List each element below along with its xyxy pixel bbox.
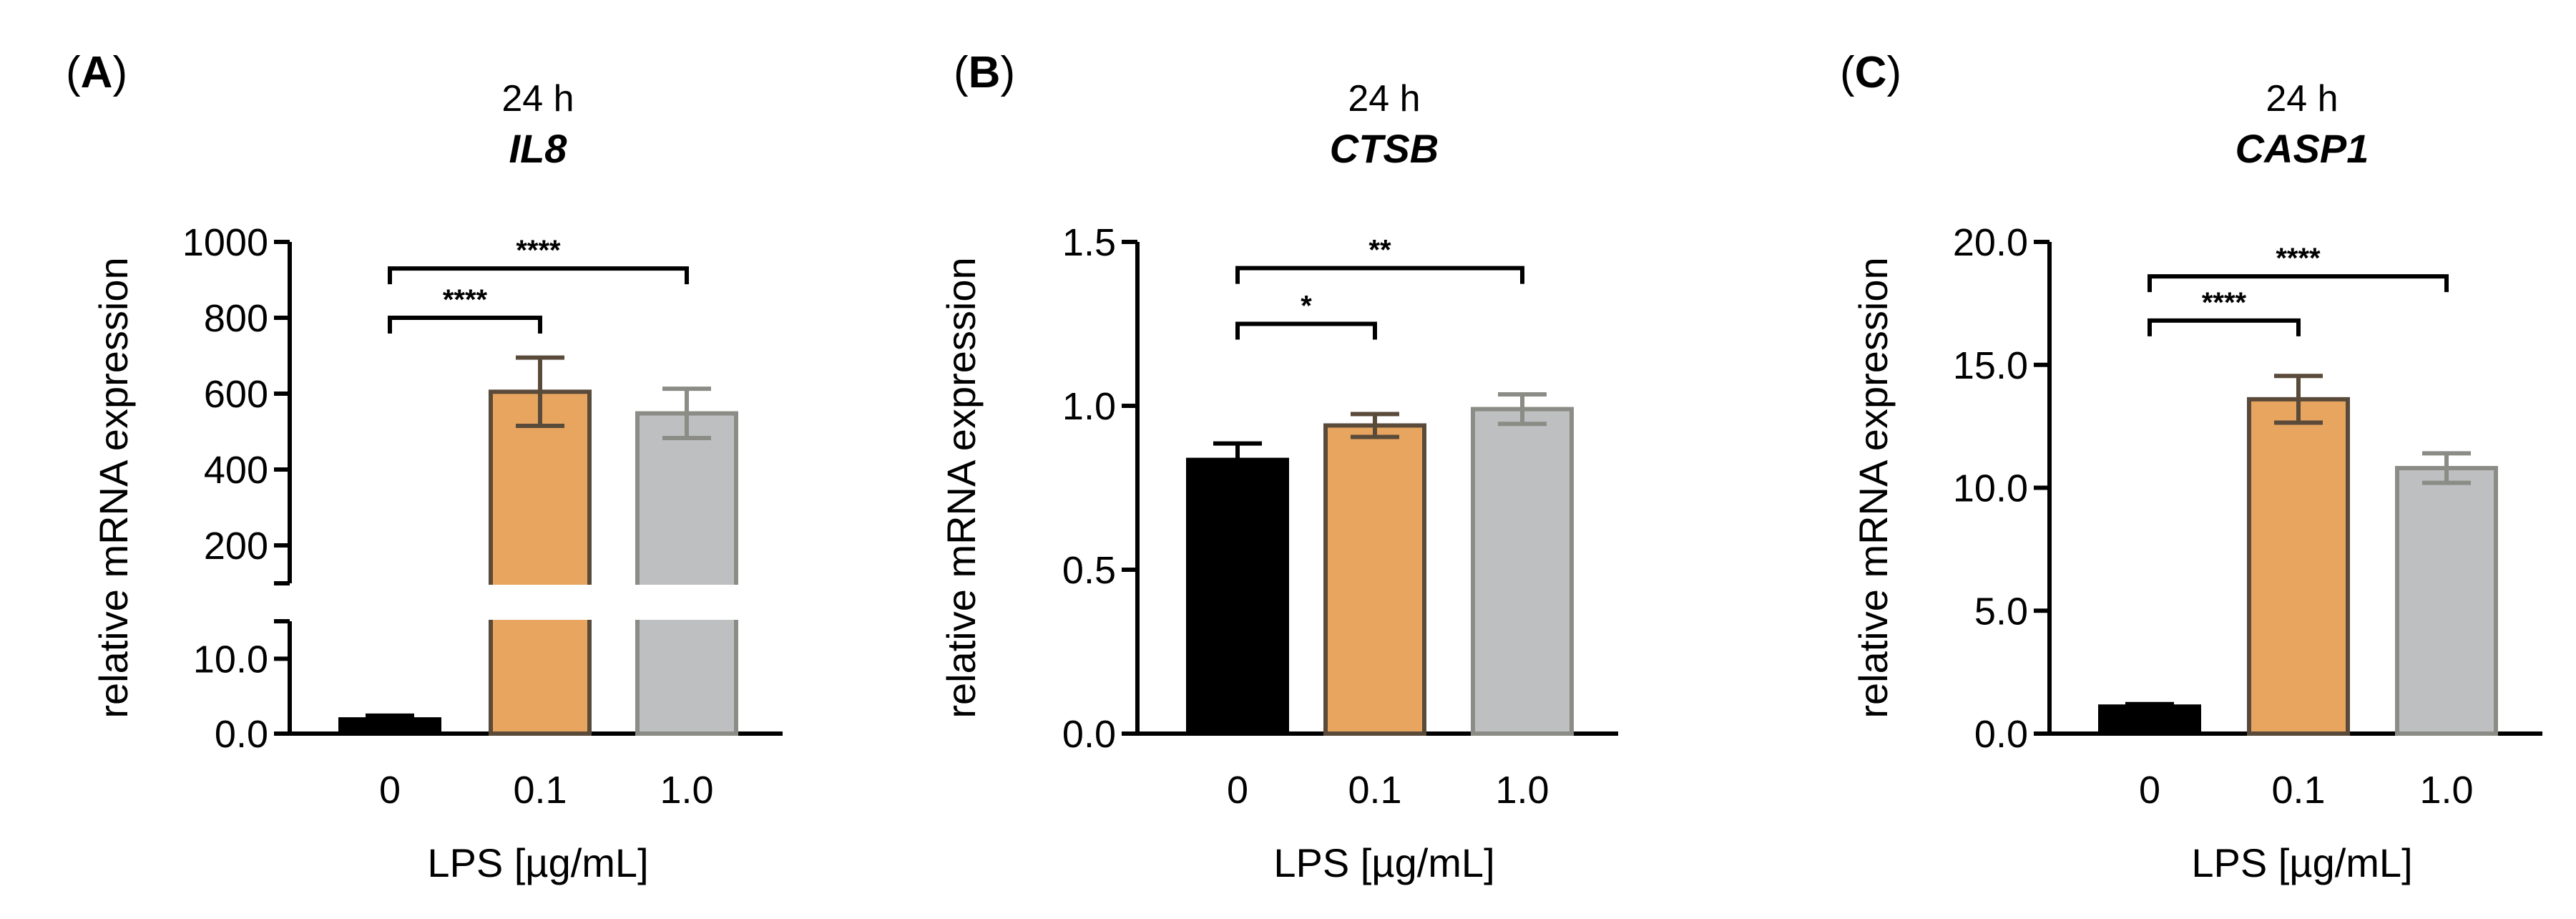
bar — [1186, 457, 1289, 736]
significance-label: * — [1301, 291, 1312, 322]
panel-letter-text: A — [81, 48, 113, 97]
x-tick-label: 1.0 — [2419, 769, 2473, 812]
panel-letter-close-paren: ) — [1000, 48, 1015, 97]
x-tick-label: 1.0 — [660, 769, 713, 812]
y-tick-label: 0.5 — [1062, 549, 1116, 592]
gene-title: CASP1 — [2235, 126, 2369, 171]
y-tick-label: 1.0 — [1062, 385, 1116, 428]
y-tick-label: 1000 — [182, 221, 268, 264]
y-tick-label: 5.0 — [1974, 590, 2028, 633]
gene-title: CTSB — [1330, 126, 1439, 171]
y-tick-label: 10.0 — [193, 638, 268, 681]
y-axis-label: relative mRNA expression — [1851, 257, 1896, 718]
y-tick-label: 800 — [204, 297, 268, 340]
significance-bracket — [2148, 318, 2301, 336]
significance-bracket — [388, 316, 542, 334]
panel-letter-close-paren: ) — [1886, 48, 1901, 97]
y-tick-label: 0.0 — [1062, 713, 1116, 756]
panel-letter: (B) — [954, 48, 1015, 97]
y-tick-label: 0.0 — [1974, 713, 2028, 756]
panel-c: (C) 24 h CASP1 relative mRNA expression LPS … — [1840, 48, 2542, 885]
y-tick-label: 1.5 — [1062, 221, 1116, 264]
panel-letter-close-paren: ) — [112, 48, 127, 97]
significance-label: ** — [1368, 235, 1391, 266]
panel-b: (B) 24 h CTSB relative mRNA expression LPS [… — [939, 48, 1618, 885]
significance-label: **** — [443, 284, 488, 316]
bar — [2395, 466, 2498, 736]
y-tick-label: 15.0 — [1953, 344, 2028, 387]
significance-bracket — [1235, 321, 1377, 340]
y-axis-label: relative mRNA expression — [939, 257, 984, 718]
x-axis-label: LPS [µg/mL] — [2191, 840, 2412, 885]
time-label: 24 h — [1348, 78, 1420, 120]
y-tick-label: 20.0 — [1953, 221, 2028, 264]
x-tick-label: 1.0 — [1495, 769, 1549, 812]
x-axis-label: LPS [µg/mL] — [1273, 840, 1494, 885]
panel-a: (A) 24 h IL8 relative mRNA expression LPS [µ… — [66, 48, 785, 885]
significance-bracket — [1235, 266, 1524, 284]
y-tick-label: 0.0 — [215, 713, 268, 756]
x-axis-label: LPS [µg/mL] — [427, 840, 648, 885]
bar — [1471, 407, 1574, 736]
bar — [635, 411, 738, 736]
significance-label: **** — [516, 235, 561, 266]
y-tick-label: 600 — [204, 373, 268, 416]
significance-bracket — [388, 266, 689, 285]
y-tick-label: 200 — [204, 525, 268, 568]
x-tick-label: 0 — [1227, 769, 1248, 812]
bar — [2098, 704, 2201, 736]
x-tick-label: 0.1 — [513, 769, 567, 812]
x-tick-label: 0.1 — [2271, 769, 2325, 812]
panel-letter: (C) — [1840, 48, 1901, 97]
x-tick-label: 0.1 — [1348, 769, 1401, 812]
time-label: 24 h — [2266, 78, 2338, 120]
axis-break-gap — [291, 585, 785, 620]
y-tick-label: 400 — [204, 449, 268, 492]
significance-label: **** — [2276, 243, 2321, 274]
panel-letter-text: C — [1855, 48, 1887, 97]
bar — [338, 717, 441, 736]
gene-title: IL8 — [509, 126, 568, 171]
significance-label: **** — [2202, 287, 2247, 319]
x-tick-label: 0 — [379, 769, 401, 812]
panel-letter: (A) — [66, 48, 127, 97]
significance-bracket — [2148, 274, 2449, 293]
panel-letter-open-paren: ( — [954, 48, 969, 97]
bar — [489, 389, 592, 736]
x-tick-label: 0 — [2139, 769, 2160, 812]
panel-letter-open-paren: ( — [66, 48, 81, 97]
y-tick-label: 10.0 — [1953, 467, 2028, 510]
panel-letter-text: B — [969, 48, 1001, 97]
y-axis-label: relative mRNA expression — [91, 257, 136, 718]
bar — [2247, 397, 2350, 736]
panel-letter-open-paren: ( — [1840, 48, 1855, 97]
bar — [1323, 423, 1426, 736]
time-label: 24 h — [501, 78, 574, 120]
